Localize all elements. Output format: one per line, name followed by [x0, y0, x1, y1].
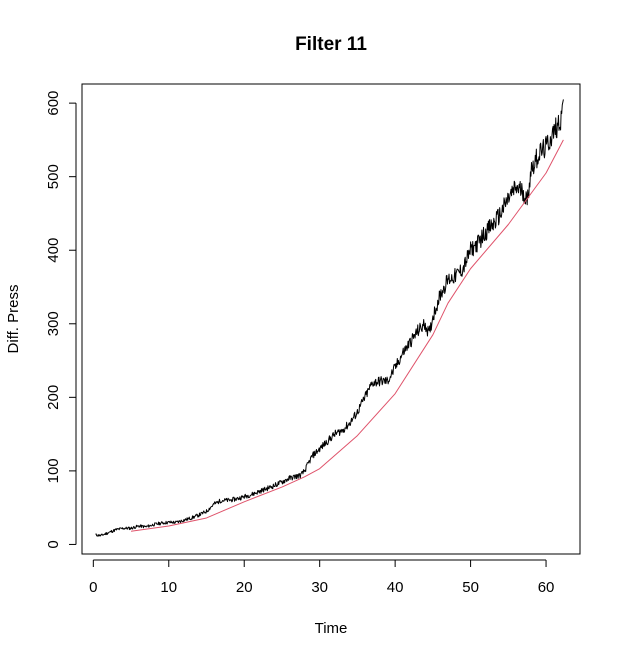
y-tick-label: 0: [45, 540, 62, 548]
x-tick-label: 50: [462, 579, 479, 596]
series-layer: [95, 99, 564, 537]
x-tick-label: 60: [538, 579, 555, 596]
x-axis: 0 10 20 30 40 50 60: [89, 559, 555, 596]
series-line-1: [95, 99, 564, 537]
y-tick-label: 500: [45, 164, 62, 189]
x-tick-label: 0: [89, 579, 97, 596]
y-axis: 0 100 200 300 400 500 600: [45, 91, 77, 549]
chart-title: Filter 11: [295, 34, 367, 55]
y-tick-label: 100: [45, 458, 62, 483]
x-tick-label: 20: [236, 579, 253, 596]
x-axis-label: Time: [315, 620, 348, 637]
x-tick-label: 40: [387, 579, 404, 596]
y-tick-label: 300: [45, 311, 62, 336]
x-tick-label: 30: [311, 579, 328, 596]
y-tick-label: 200: [45, 385, 62, 410]
y-axis-label: Diff. Press: [5, 285, 22, 354]
y-tick-label: 400: [45, 238, 62, 263]
x-tick-label: 10: [160, 579, 177, 596]
y-tick-label: 600: [45, 91, 62, 116]
plot-frame: [81, 83, 581, 555]
series-line-2: [130, 139, 564, 532]
